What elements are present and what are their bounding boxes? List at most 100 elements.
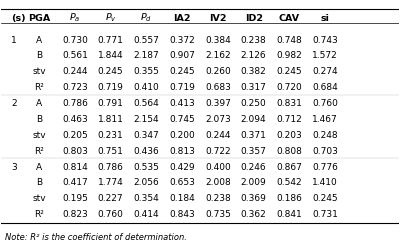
Text: IA2: IA2	[173, 14, 191, 23]
Text: $P_d$: $P_d$	[140, 12, 152, 24]
Text: 0.250: 0.250	[241, 99, 266, 108]
Text: 0.735: 0.735	[205, 210, 231, 219]
Text: stv: stv	[32, 67, 46, 76]
Text: 0.561: 0.561	[62, 51, 88, 61]
Text: Note: R² is the coefficient of determination.: Note: R² is the coefficient of determina…	[5, 233, 187, 242]
Text: 0.238: 0.238	[205, 194, 231, 203]
Text: 0.760: 0.760	[98, 210, 124, 219]
Text: 0.417: 0.417	[62, 178, 88, 187]
Text: 2.094: 2.094	[241, 115, 266, 124]
Text: 0.384: 0.384	[205, 36, 231, 45]
Text: 0.371: 0.371	[241, 131, 266, 140]
Text: 2.162: 2.162	[205, 51, 231, 61]
Text: B: B	[36, 178, 42, 187]
Text: R²: R²	[34, 147, 44, 156]
Text: 0.843: 0.843	[169, 210, 195, 219]
Text: 2.008: 2.008	[205, 178, 231, 187]
Text: stv: stv	[32, 194, 46, 203]
Text: 0.564: 0.564	[134, 99, 159, 108]
Text: 0.557: 0.557	[134, 36, 159, 45]
Text: 0.731: 0.731	[312, 210, 338, 219]
Text: $P_a$: $P_a$	[69, 12, 80, 24]
Text: 2.009: 2.009	[241, 178, 266, 187]
Text: 0.397: 0.397	[205, 99, 231, 108]
Text: 1.774: 1.774	[98, 178, 124, 187]
Text: 0.400: 0.400	[205, 163, 231, 172]
Text: 0.823: 0.823	[62, 210, 88, 219]
Text: 0.369: 0.369	[241, 194, 266, 203]
Text: 0.730: 0.730	[62, 36, 88, 45]
Text: 0.803: 0.803	[62, 147, 88, 156]
Text: 0.776: 0.776	[312, 163, 338, 172]
Text: 0.907: 0.907	[169, 51, 195, 61]
Text: 0.382: 0.382	[241, 67, 266, 76]
Text: 0.362: 0.362	[241, 210, 266, 219]
Text: 0.786: 0.786	[62, 99, 88, 108]
Text: 0.410: 0.410	[134, 83, 159, 92]
Text: 1.811: 1.811	[98, 115, 124, 124]
Text: 0.231: 0.231	[98, 131, 124, 140]
Text: 0.720: 0.720	[276, 83, 302, 92]
Text: 0.791: 0.791	[98, 99, 124, 108]
Text: 0.719: 0.719	[98, 83, 124, 92]
Text: stv: stv	[32, 131, 46, 140]
Text: 0.712: 0.712	[276, 115, 302, 124]
Text: 0.203: 0.203	[276, 131, 302, 140]
Text: 0.719: 0.719	[169, 83, 195, 92]
Text: B: B	[36, 115, 42, 124]
Text: 0.248: 0.248	[312, 131, 338, 140]
Text: 0.245: 0.245	[169, 67, 195, 76]
Text: 0.745: 0.745	[169, 115, 195, 124]
Text: 0.244: 0.244	[62, 67, 88, 76]
Text: 0.195: 0.195	[62, 194, 88, 203]
Text: 0.186: 0.186	[276, 194, 302, 203]
Text: 0.244: 0.244	[205, 131, 231, 140]
Text: 0.347: 0.347	[134, 131, 159, 140]
Text: 0.200: 0.200	[169, 131, 195, 140]
Text: $P_v$: $P_v$	[105, 12, 116, 24]
Text: 0.831: 0.831	[276, 99, 302, 108]
Text: 0.184: 0.184	[169, 194, 195, 203]
Text: 0.748: 0.748	[276, 36, 302, 45]
Text: 0.813: 0.813	[169, 147, 195, 156]
Text: 2.126: 2.126	[241, 51, 266, 61]
Text: 0.867: 0.867	[276, 163, 302, 172]
Text: 0.357: 0.357	[241, 147, 266, 156]
Text: 0.245: 0.245	[98, 67, 124, 76]
Text: PGA: PGA	[28, 14, 50, 23]
Text: 3: 3	[11, 163, 17, 172]
Text: 0.683: 0.683	[205, 83, 231, 92]
Text: 0.684: 0.684	[312, 83, 338, 92]
Text: ID2: ID2	[245, 14, 263, 23]
Text: CAV: CAV	[279, 14, 300, 23]
Text: 0.355: 0.355	[134, 67, 159, 76]
Text: 0.535: 0.535	[134, 163, 159, 172]
Text: 0.771: 0.771	[98, 36, 124, 45]
Text: si: si	[321, 14, 330, 23]
Text: 0.429: 0.429	[169, 163, 195, 172]
Text: 0.982: 0.982	[276, 51, 302, 61]
Text: 0.542: 0.542	[276, 178, 302, 187]
Text: 0.841: 0.841	[276, 210, 302, 219]
Text: 2.154: 2.154	[134, 115, 159, 124]
Text: R²: R²	[34, 210, 44, 219]
Text: 0.786: 0.786	[98, 163, 124, 172]
Text: (s): (s)	[11, 14, 26, 23]
Text: R²: R²	[34, 83, 44, 92]
Text: 0.413: 0.413	[169, 99, 195, 108]
Text: 0.463: 0.463	[62, 115, 88, 124]
Text: A: A	[36, 163, 42, 172]
Text: 0.372: 0.372	[169, 36, 195, 45]
Text: 0.814: 0.814	[62, 163, 88, 172]
Text: 0.317: 0.317	[241, 83, 266, 92]
Text: 0.245: 0.245	[312, 194, 338, 203]
Text: 0.205: 0.205	[62, 131, 88, 140]
Text: 1.572: 1.572	[312, 51, 338, 61]
Text: 2.073: 2.073	[205, 115, 231, 124]
Text: 0.245: 0.245	[276, 67, 302, 76]
Text: 0.274: 0.274	[312, 67, 338, 76]
Text: 0.751: 0.751	[98, 147, 124, 156]
Text: 1.467: 1.467	[312, 115, 338, 124]
Text: 1.410: 1.410	[312, 178, 338, 187]
Text: 2.056: 2.056	[134, 178, 159, 187]
